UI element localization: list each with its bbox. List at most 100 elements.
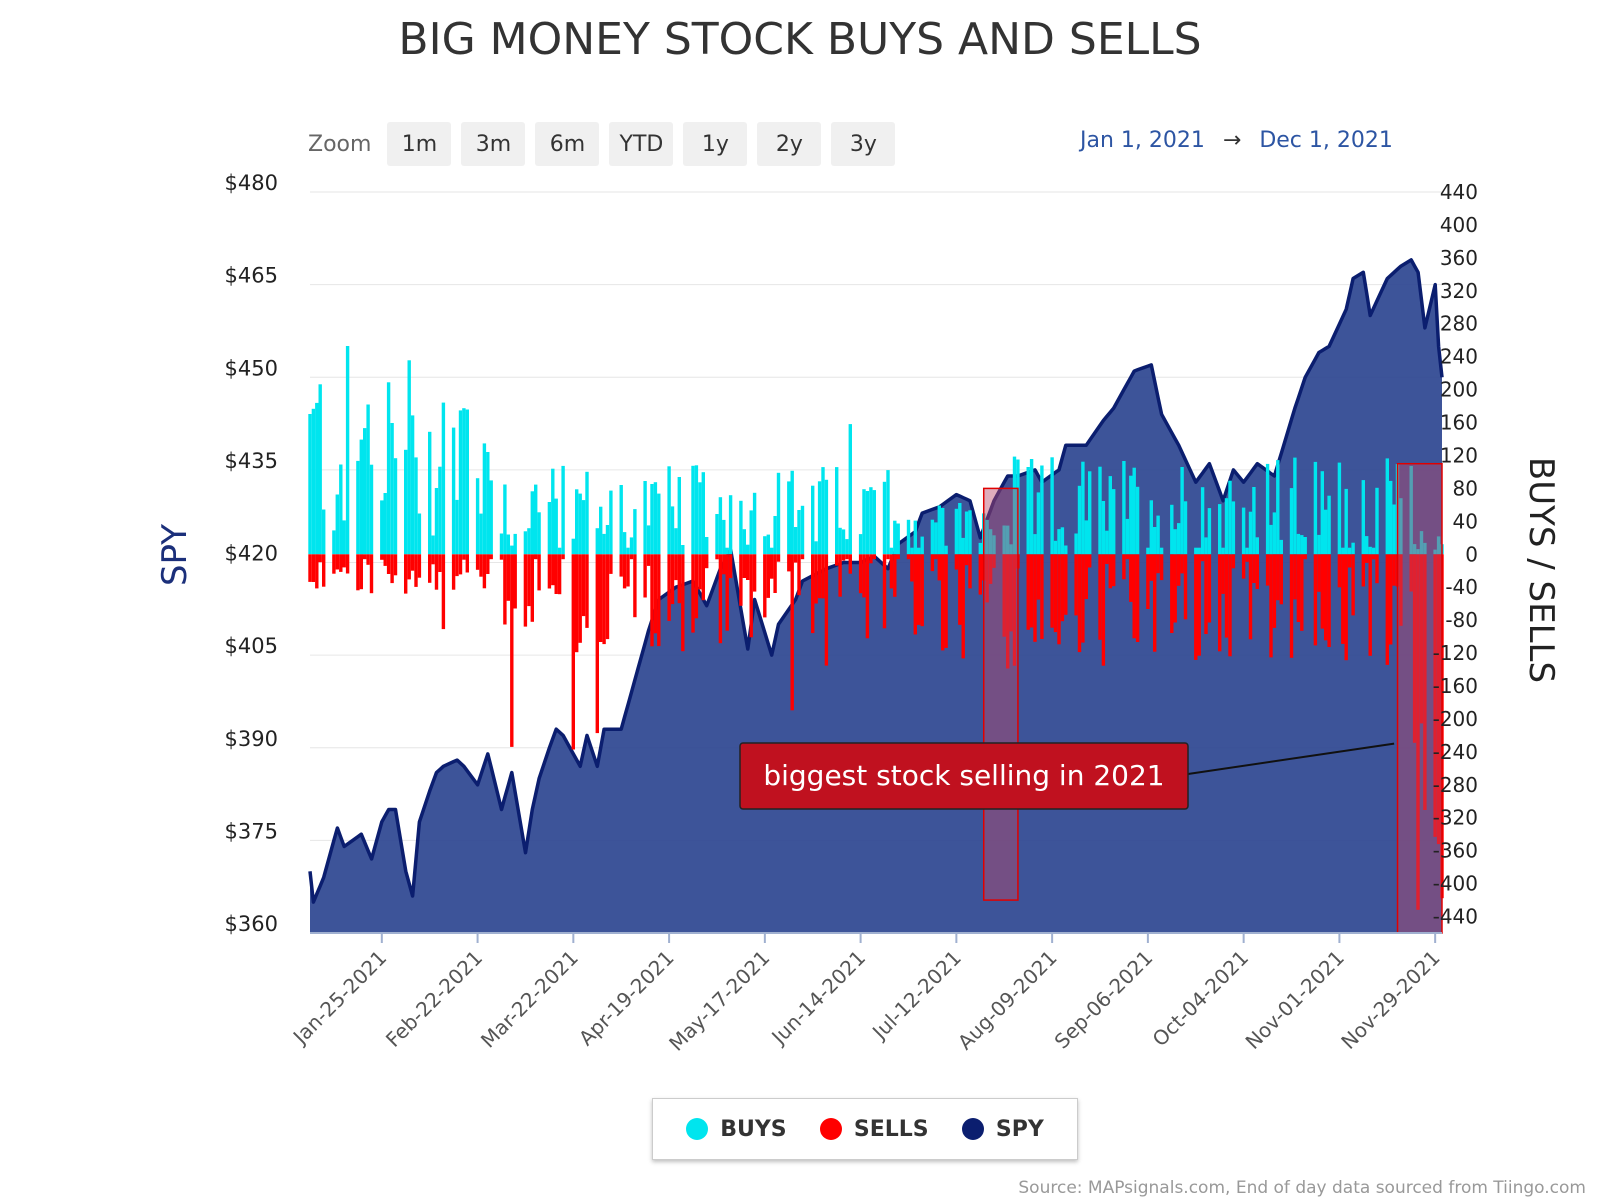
x-tick-label: Sep-06-2021	[1050, 946, 1158, 1054]
zoom-6m-button[interactable]: 6m	[535, 122, 600, 166]
buy-bar	[643, 481, 647, 555]
sell-bar	[646, 554, 651, 566]
range-from-date[interactable]: Jan 1, 2021	[1080, 128, 1205, 153]
buy-bar	[1324, 509, 1328, 555]
buy-bar	[547, 502, 552, 555]
y-right-tick-label: 360	[1440, 246, 1478, 270]
buy-bar	[1026, 467, 1030, 555]
buy-bar	[1399, 498, 1403, 555]
zoom-1m-button[interactable]: 1m	[387, 122, 452, 166]
zoom-2y-button[interactable]: 2y	[757, 122, 822, 166]
buys-sells-bars	[308, 346, 1444, 910]
sell-bar	[1204, 554, 1208, 634]
buy-bar	[1368, 546, 1372, 555]
sell-bar	[896, 554, 900, 560]
zoom-1y-button[interactable]: 1y	[683, 122, 748, 166]
x-tick-label: May-17-2021	[664, 946, 774, 1056]
legend-item-sells[interactable]: SELLS	[819, 1117, 929, 1142]
buy-bar	[1392, 504, 1396, 555]
buy-bar	[1423, 542, 1427, 555]
chart-title: BIG MONEY STOCK BUYS AND SELLS	[398, 14, 1202, 65]
sell-bar	[650, 554, 654, 647]
sell-bar	[1341, 554, 1345, 644]
buy-bar	[978, 542, 982, 555]
sell-bar	[308, 554, 312, 582]
sell-bar	[1060, 554, 1065, 622]
sell-bar	[482, 554, 487, 589]
buy-bar	[1057, 529, 1061, 555]
buy-bar	[814, 541, 818, 555]
sell-bar	[657, 554, 661, 647]
sell-bar	[1436, 554, 1441, 845]
sell-bar	[322, 554, 326, 587]
buy-bar	[1313, 461, 1318, 555]
y-axis-left-title: SPY	[155, 524, 195, 586]
sell-bar	[1064, 554, 1068, 615]
sell-bar	[1159, 554, 1164, 581]
buy-bar	[906, 519, 911, 555]
legend-marker-buys	[686, 1118, 709, 1140]
buy-bar	[1296, 533, 1301, 555]
sell-bar	[1194, 554, 1198, 660]
sell-bar	[770, 554, 774, 579]
buy-bar	[438, 466, 442, 555]
buy-bar	[1129, 475, 1133, 555]
buy-bar	[896, 523, 900, 555]
sell-bar	[622, 554, 627, 589]
sell-bar	[913, 554, 917, 635]
buy-bar	[554, 498, 558, 555]
buy-bar	[1276, 460, 1280, 555]
buy-bar	[869, 487, 873, 555]
buy-bar	[858, 534, 863, 555]
sell-bar	[1088, 554, 1092, 568]
sell-bar	[602, 554, 606, 645]
sell-bar	[1105, 554, 1109, 564]
sell-bar	[821, 554, 825, 599]
legend-item-buys[interactable]: BUYS	[686, 1117, 787, 1142]
sell-bar	[479, 554, 483, 577]
zoom-label: Zoom	[308, 131, 372, 157]
buy-bar	[1221, 547, 1225, 555]
buy-bar	[1002, 525, 1006, 555]
zoom-ytd-button[interactable]: YTD	[609, 122, 674, 166]
sell-bar	[1098, 554, 1102, 640]
legend-item-spy[interactable]: SPY	[961, 1117, 1044, 1142]
sell-bar	[958, 554, 962, 625]
sell-bar	[438, 554, 442, 572]
buy-bar	[691, 465, 695, 555]
buy-bar	[677, 477, 681, 555]
sell-bar	[414, 554, 418, 587]
x-tick-label: Oct-04-2021	[1148, 946, 1254, 1052]
y-left-tick-label: $435	[225, 449, 278, 473]
sell-bar	[595, 554, 599, 734]
buy-bar	[1036, 492, 1041, 555]
sell-bar	[585, 554, 589, 628]
sell-bar	[677, 554, 681, 604]
buy-bar	[838, 527, 842, 555]
sell-bar	[489, 554, 493, 560]
sell-bar	[619, 554, 623, 577]
buy-bar	[1409, 466, 1413, 555]
buy-bar	[1105, 530, 1109, 555]
sell-bar	[534, 554, 538, 560]
sell-bar	[1040, 554, 1044, 639]
zoom-3y-button[interactable]: 3y	[831, 122, 896, 166]
range-arrow: →	[1222, 128, 1242, 153]
buy-bar	[1375, 487, 1379, 555]
buy-bar	[670, 506, 675, 555]
buy-bar	[739, 500, 743, 555]
sell-bar	[653, 554, 658, 634]
buy-bar	[650, 484, 654, 555]
buy-bar	[534, 484, 538, 555]
range-to-date[interactable]: Dec 1, 2021	[1259, 128, 1393, 153]
buy-bar	[776, 472, 781, 555]
buy-bar	[742, 529, 746, 555]
buy-bar	[865, 491, 870, 555]
sell-bar	[910, 554, 914, 582]
buy-bar	[465, 409, 469, 555]
zoom-3m-button[interactable]: 3m	[461, 122, 526, 166]
sell-bar	[311, 554, 316, 582]
buy-bar	[1412, 544, 1417, 555]
sell-bar	[551, 554, 555, 586]
buy-bar	[1344, 488, 1348, 555]
